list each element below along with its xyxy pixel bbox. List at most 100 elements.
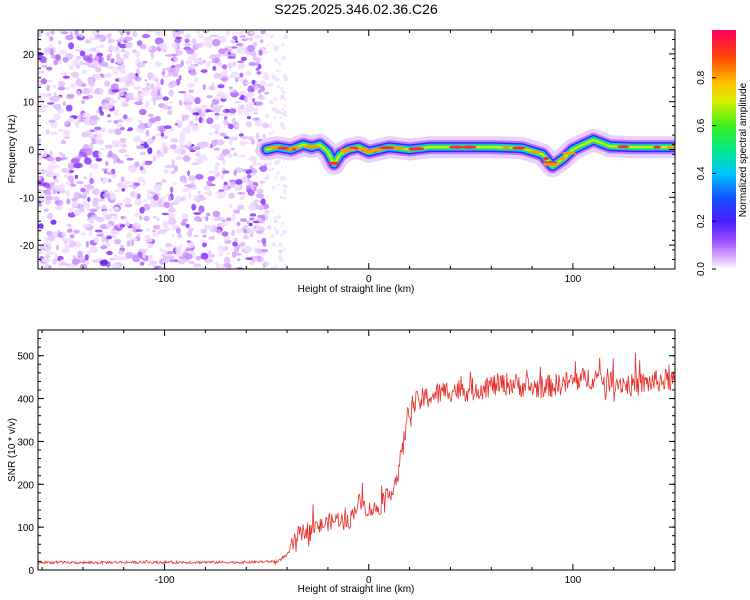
noise-speckle: [193, 58, 198, 65]
noise-speckle: [38, 170, 44, 174]
noise-speckle: [173, 55, 178, 63]
noise-speckle: [171, 233, 175, 238]
noise-speckle: [143, 215, 150, 222]
noise-speckle: [62, 156, 68, 160]
noise-speckle: [132, 254, 140, 263]
ridge-peak-spot: [327, 161, 340, 165]
noise-speckle: [228, 74, 236, 79]
noise-speckle: [191, 162, 200, 166]
noise-speckle: [223, 116, 228, 121]
noise-speckle: [46, 129, 50, 135]
ridge-peak-spot: [502, 146, 511, 150]
noise-speckle: [161, 179, 167, 183]
noise-speckle: [124, 203, 133, 208]
noise-speckle: [113, 233, 117, 241]
noise-speckle: [107, 114, 111, 118]
noise-speckle: [38, 189, 43, 192]
noise-speckle: [214, 165, 219, 172]
noise-speckle: [213, 218, 222, 221]
noise-speckle: [212, 210, 221, 218]
noise-speckle: [279, 121, 285, 127]
noise-speckle: [254, 35, 263, 39]
noise-speckle: [209, 54, 216, 60]
noise-speckle: [45, 199, 51, 205]
noise-speckle: [194, 97, 201, 105]
noise-speckle: [44, 262, 49, 269]
noise-speckle: [274, 229, 280, 234]
noise-speckle: [159, 247, 164, 252]
noise-speckle: [264, 113, 269, 118]
ridge-peak-spot: [542, 156, 550, 161]
noise-speckle: [211, 38, 221, 47]
noise-speckle: [215, 191, 222, 195]
noise-speckle: [271, 167, 275, 171]
noise-speckle: [55, 54, 61, 61]
spectrogram-ytick-label: 0: [28, 146, 34, 157]
ridge-peak-spot: [362, 150, 375, 154]
ridge-peak-spot: [277, 146, 289, 150]
noise-speckle: [120, 69, 127, 75]
noise-speckle: [66, 223, 72, 227]
noise-speckle: [158, 42, 167, 49]
noise-speckle: [280, 165, 283, 168]
noise-speckle: [259, 39, 264, 44]
noise-speckle: [230, 147, 235, 151]
snr-ytick-label: 200: [17, 480, 34, 491]
noise-speckle: [154, 78, 160, 83]
noise-speckle: [284, 110, 287, 114]
noise-speckle: [137, 251, 143, 258]
noise-speckle: [88, 48, 94, 52]
noise-speckle: [38, 151, 44, 159]
noise-speckle: [216, 264, 220, 269]
noise-speckle: [255, 230, 264, 235]
noise-speckle: [87, 197, 91, 202]
noise-speckle: [183, 43, 192, 47]
noise-speckle: [147, 243, 153, 249]
noise-speckle: [189, 149, 196, 153]
noise-speckle: [246, 115, 251, 120]
noise-speckle: [263, 91, 270, 95]
noise-speckle: [107, 150, 113, 157]
noise-speckle: [221, 231, 229, 237]
noise-speckle: [173, 165, 178, 173]
noise-speckle: [234, 185, 240, 192]
noise-speckle: [255, 205, 265, 210]
noise-speckle: [133, 191, 138, 199]
noise-speckle: [262, 133, 267, 139]
noise-speckle: [94, 229, 103, 233]
ridge-peak-spot: [529, 150, 541, 154]
noise-speckle: [238, 63, 245, 69]
noise-speckle: [169, 186, 174, 193]
noise-speckle: [99, 259, 109, 267]
noise-speckle: [229, 181, 235, 189]
noise-speckle: [252, 117, 260, 121]
noise-speckle: [75, 123, 80, 129]
noise-speckle: [175, 50, 183, 56]
noise-speckle: [235, 167, 243, 174]
noise-speckle: [38, 70, 44, 74]
noise-speckle: [100, 245, 108, 250]
noise-speckle: [123, 75, 129, 83]
noise-speckle: [261, 237, 267, 245]
noise-speckle: [175, 245, 182, 254]
ridge-peak-spot: [562, 151, 576, 155]
noise-speckle: [50, 219, 57, 225]
noise-speckle: [38, 176, 42, 180]
noise-speckle: [75, 55, 82, 61]
noise-speckle: [38, 138, 41, 146]
noise-speckle: [206, 180, 213, 186]
noise-speckle: [284, 166, 288, 169]
noise-speckle: [91, 137, 96, 145]
noise-speckle: [150, 89, 157, 97]
noise-speckle: [154, 61, 163, 67]
noise-speckle: [88, 229, 92, 237]
noise-speckle: [89, 246, 99, 254]
noise-speckle: [70, 180, 74, 185]
noise-speckle: [219, 92, 229, 100]
noise-speckle: [60, 72, 67, 75]
noise-speckle: [179, 134, 186, 140]
noise-speckle: [119, 126, 125, 131]
noise-speckle: [80, 187, 86, 193]
noise-speckle: [219, 113, 226, 116]
noise-speckle: [57, 40, 62, 45]
